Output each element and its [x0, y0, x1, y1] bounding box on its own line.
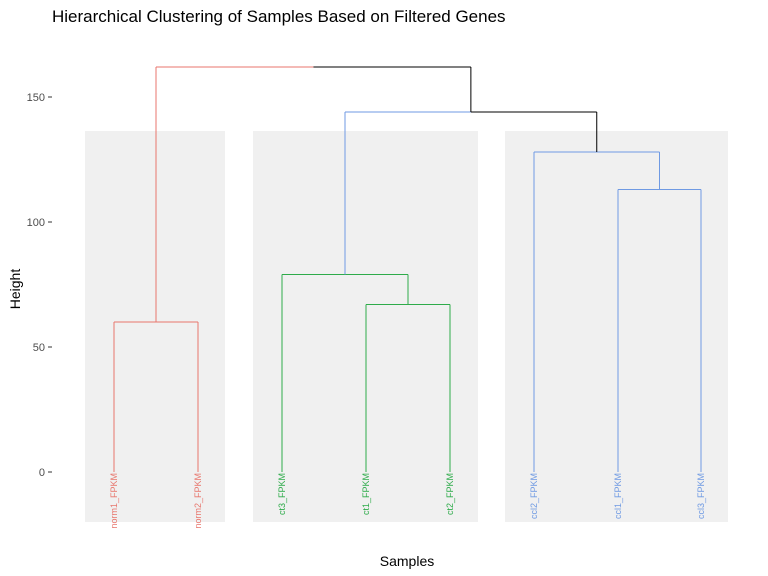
y-tick-label: 50 [33, 342, 45, 354]
cluster-panels [85, 131, 728, 522]
leaf-label: ct3_FPKM [277, 473, 287, 515]
leaf-label: ct1_FPKM [361, 473, 371, 515]
leaf-label: norm1_FPKM [109, 473, 119, 529]
leaf-label: ccl2_FPKM [529, 473, 539, 519]
leaf-label: ccl3_FPKM [696, 473, 706, 519]
chart-title: Hierarchical Clustering of Samples Based… [52, 7, 506, 26]
y-tick-label: 0 [39, 467, 45, 479]
leaf-labels: norm1_FPKM norm2_FPKM ct3_FPKM ct1_FPKM ct2_… [109, 473, 706, 529]
y-axis: 0 50 100 150 [27, 92, 52, 479]
y-tick-label: 100 [27, 217, 45, 229]
cluster-panel-norm [85, 131, 225, 522]
leaf-label: ccl1_FPKM [613, 473, 623, 519]
leaf-label: ct2_FPKM [445, 473, 455, 515]
y-axis-title: Height [7, 269, 23, 310]
leaf-label: norm2_FPKM [193, 473, 203, 529]
cluster-panel-ccl [505, 131, 728, 522]
y-tick-label: 150 [27, 92, 45, 104]
dendrogram-branches [113, 66, 702, 472]
x-axis-title: Samples [380, 553, 434, 569]
